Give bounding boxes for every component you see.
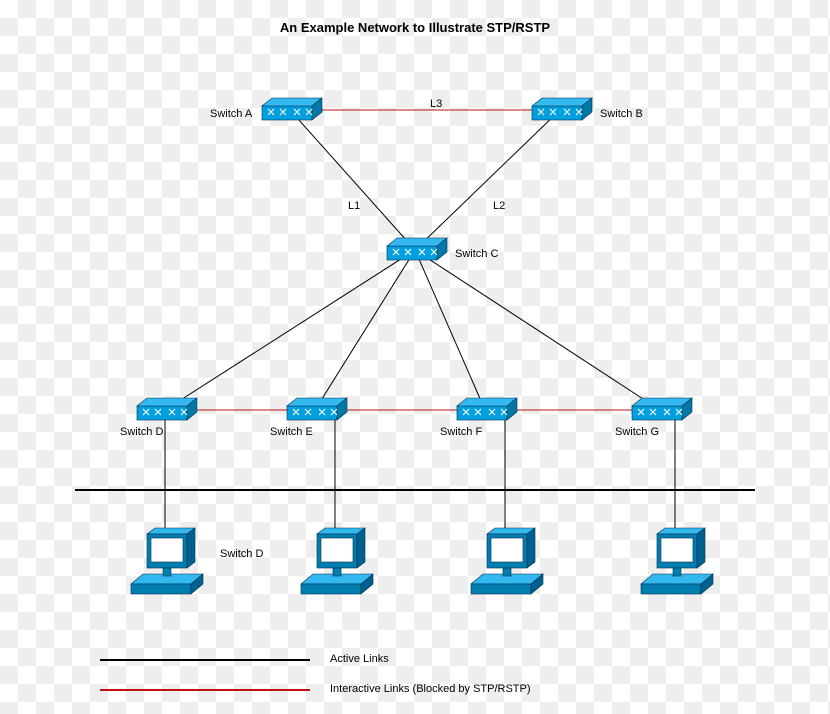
node-label: Interactive Links (Blocked by STP/RSTP) (330, 683, 531, 695)
diagram-title: An Example Network to Illustrate STP/RST… (0, 20, 830, 35)
node-label: Switch A (210, 108, 252, 120)
node-label: Switch C (455, 248, 498, 260)
link-B-C (415, 110, 560, 250)
link-C-F (415, 250, 485, 410)
node-label: L2 (493, 200, 505, 212)
link-C-D (165, 250, 415, 410)
diagram-canvas (0, 0, 830, 714)
edges-layer (165, 110, 660, 410)
bus-layer (75, 420, 755, 540)
node-label: Switch D (220, 548, 263, 560)
switch-B (532, 98, 592, 120)
switch-D (137, 398, 197, 420)
switch-G (632, 398, 692, 420)
link-C-G (415, 250, 660, 410)
node-label: Active Links (330, 653, 389, 665)
node-label: Switch B (600, 108, 643, 120)
link-C-E (315, 250, 415, 410)
computer-PC2 (301, 528, 373, 594)
node-label: L1 (348, 200, 360, 212)
computer-PC4 (641, 528, 713, 594)
computer-PC3 (471, 528, 543, 594)
switch-E (287, 398, 347, 420)
switch-F (457, 398, 517, 420)
link-A-C (290, 110, 415, 250)
computer-PC1 (131, 528, 203, 594)
node-label: Switch F (440, 426, 482, 438)
node-label: Switch E (270, 426, 313, 438)
switch-A (262, 98, 322, 120)
node-label: Switch D (120, 426, 163, 438)
node-label: L3 (430, 98, 442, 110)
switch-C (387, 238, 447, 260)
node-label: Switch G (615, 426, 659, 438)
